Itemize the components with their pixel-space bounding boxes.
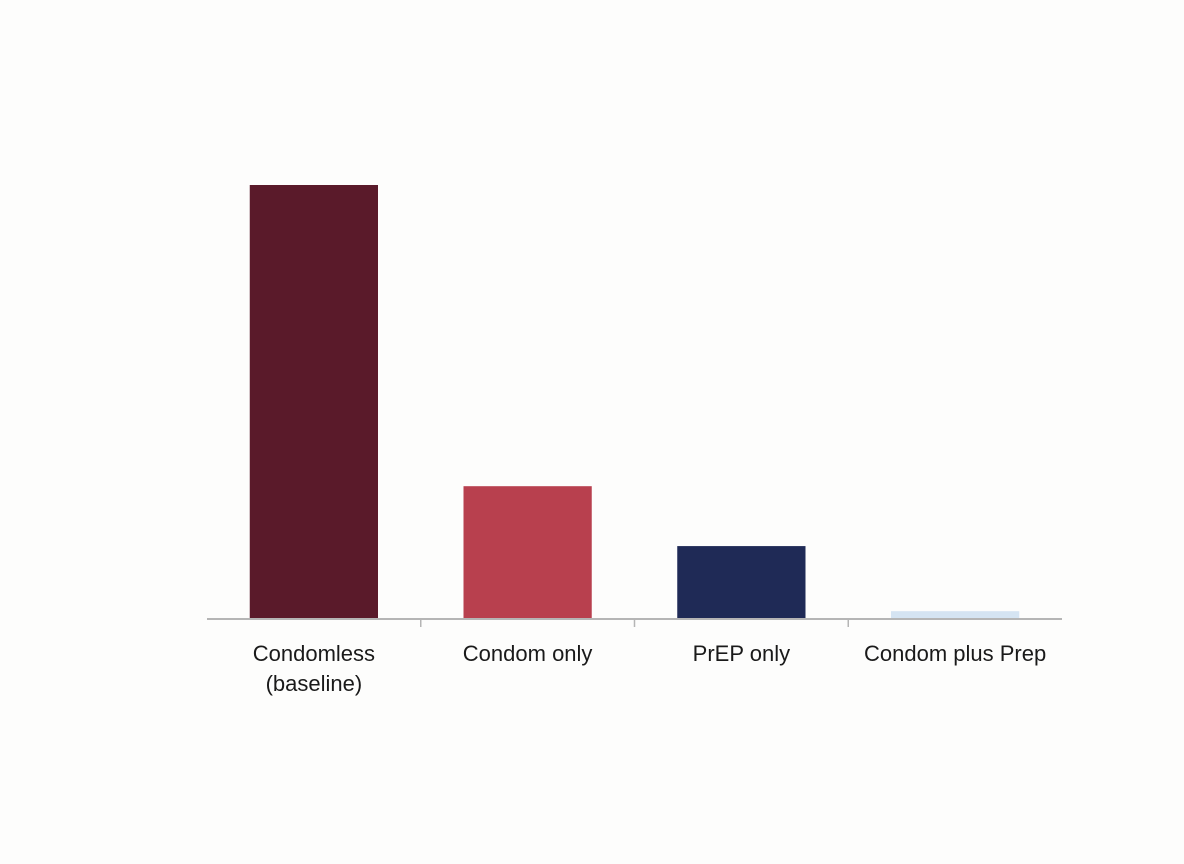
x-tick-label: Condom only (462, 641, 593, 666)
bar (891, 611, 1020, 619)
bar (677, 546, 806, 619)
bar (463, 486, 592, 619)
x-tick-label: PrEP only (692, 641, 791, 666)
x-tick-label: Condomless (baseline) (252, 641, 376, 696)
x-tick-label: Condom plus Prep (864, 641, 1047, 666)
bar (249, 185, 378, 619)
